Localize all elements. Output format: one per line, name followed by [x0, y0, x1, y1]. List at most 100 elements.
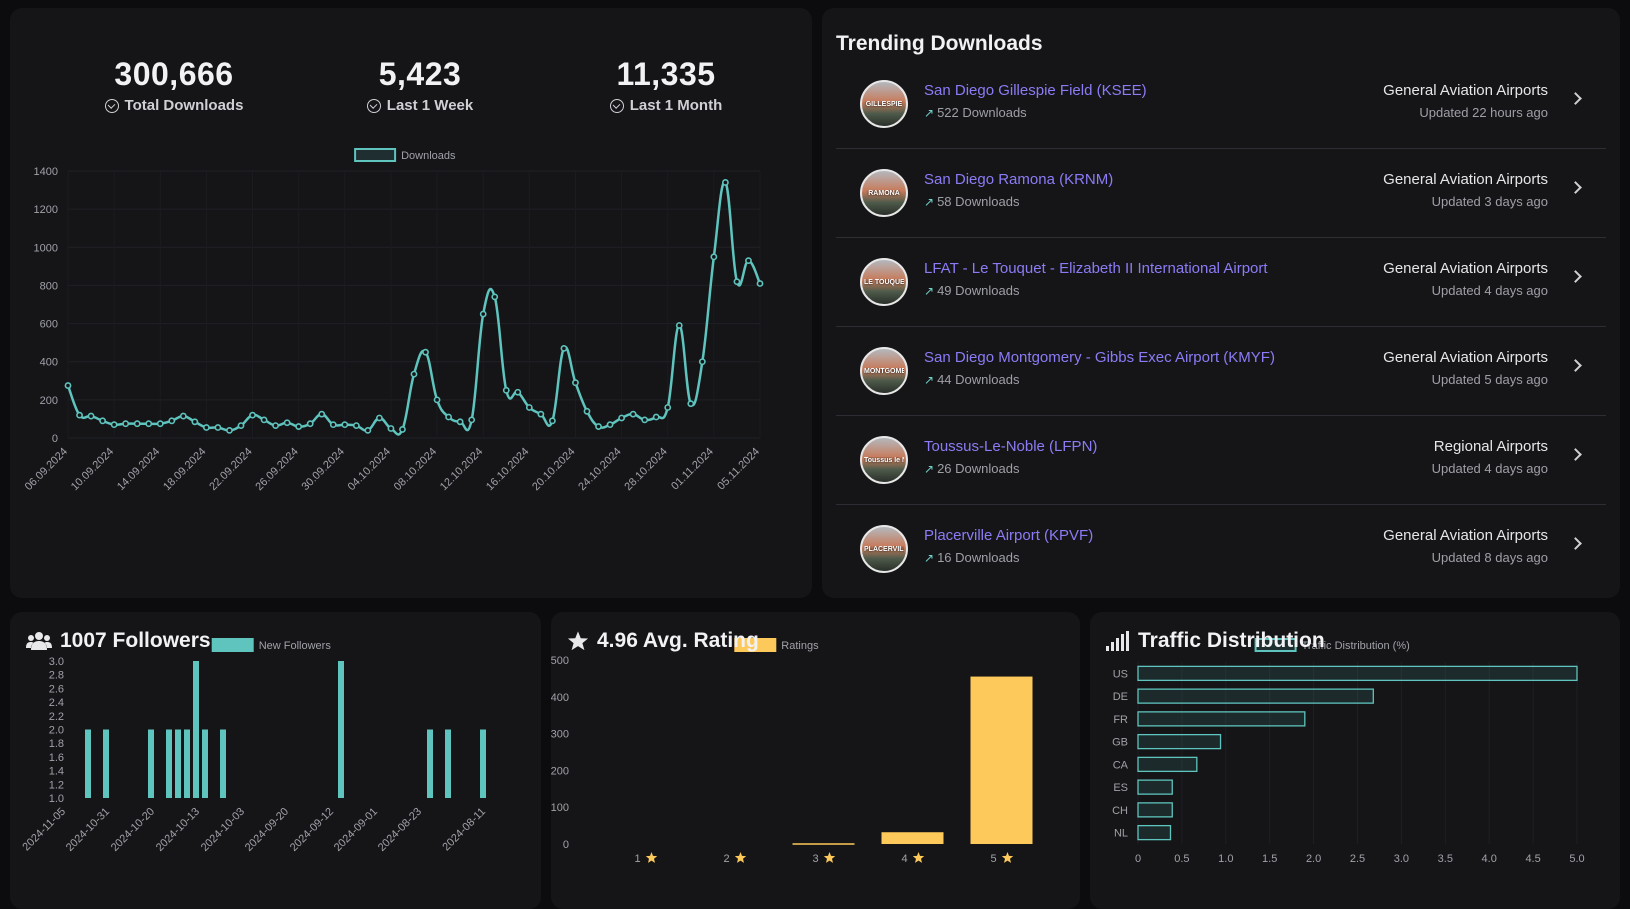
chevron-right-icon[interactable]: [1569, 270, 1582, 283]
trending-item[interactable]: Toussus le Noble Toussus-Le-Noble (LFPN) ↗…: [836, 416, 1606, 505]
x-tick-label: 10.09.2024: [69, 446, 116, 493]
chevron-right-icon[interactable]: [1569, 537, 1582, 550]
x-tick-label: 3: [812, 853, 818, 865]
rating-title-text: 4.96 Avg. Rating: [597, 629, 759, 653]
trending-item[interactable]: RAMONA San Diego Ramona (KRNM) ↗ 58 Downloa…: [836, 149, 1606, 238]
stat-last-week: 5,423 Last 1 Week: [310, 56, 530, 114]
airport-name-link[interactable]: Toussus-Le-Noble (LFPN): [924, 438, 1097, 455]
trending-item[interactable]: MONTGOMERY San Diego Montgomery - Gibbs E…: [836, 327, 1606, 416]
y-tick-label: GB: [1112, 737, 1128, 749]
download-count-text: 58 Downloads: [937, 194, 1019, 209]
star-icon: [646, 852, 657, 863]
data-point: [65, 383, 70, 388]
trending-item[interactable]: GILLESPIE San Diego Gillespie Field (KSEE…: [836, 60, 1606, 149]
airport-name-link[interactable]: San Diego Gillespie Field (KSEE): [924, 82, 1147, 99]
x-tick-label: 2024-10-03: [199, 806, 247, 854]
followers-bar-chart[interactable]: New Followers 3.0 2.82.6 2.4 2.2 2.01.8 1.6 1.4…: [10, 612, 541, 909]
trending-up-icon: ↗: [924, 195, 934, 209]
follower-bar: [85, 730, 91, 799]
data-point: [665, 405, 670, 410]
data-point: [700, 359, 705, 364]
y-tick-label: 100: [551, 802, 569, 814]
downloads-card: 300,666 Total Downloads 5,423 Last 1 Wee…: [10, 8, 812, 598]
data-point: [446, 414, 451, 419]
followers-title: 1007 Followers: [26, 629, 211, 653]
chevron-right-icon[interactable]: [1569, 92, 1582, 105]
x-tick-label: 0.5: [1174, 853, 1189, 865]
thumbnail-sign: GILLESPIE: [864, 101, 904, 108]
trending-up-icon: ↗: [924, 106, 934, 120]
data-point: [469, 417, 474, 422]
data-point: [365, 428, 370, 433]
data-point: [342, 422, 347, 427]
y-tick-label: 0: [563, 839, 569, 851]
signal-bars-icon: [1106, 631, 1130, 651]
y-tick-label: ES: [1113, 782, 1128, 794]
thumbnail-sign: Toussus le Noble: [864, 457, 904, 464]
follower-bar: [202, 730, 208, 799]
traffic-bar-chart[interactable]: Traffic Distribution (%) 0 0.5 1.0 1.5 2.0 2.5…: [1090, 612, 1620, 909]
traffic-bar: [1138, 666, 1577, 680]
x-tick-label: 0: [1135, 853, 1141, 865]
chevron-right-icon[interactable]: [1569, 359, 1582, 372]
airport-name-link[interactable]: Placerville Airport (KPVF): [924, 527, 1093, 544]
data-point: [734, 279, 739, 284]
updated-time: Updated 4 days ago: [1432, 461, 1548, 476]
follower-bar: [480, 730, 486, 799]
stat-total-downloads: 300,666 Total Downloads: [64, 56, 284, 114]
data-point: [711, 254, 716, 259]
data-point: [308, 421, 313, 426]
data-point: [273, 423, 278, 428]
x-tick-label: 28.10.2024: [622, 446, 669, 493]
y-tick-label: 500: [551, 655, 569, 667]
data-point: [584, 409, 589, 414]
airport-thumbnail: PLACERVILLE: [860, 525, 908, 573]
x-tick-label: 2.5: [1350, 853, 1365, 865]
data-point: [261, 417, 266, 422]
data-point: [354, 423, 359, 428]
ratings-bar-chart[interactable]: Ratings 500 400 300 200 100 0 1 2 3 4 5: [551, 612, 1080, 909]
data-point: [631, 412, 636, 417]
airport-thumbnail: GILLESPIE: [860, 80, 908, 128]
follower-bar: [148, 730, 154, 799]
stat-value: 300,666: [64, 56, 284, 93]
airport-name-link[interactable]: LFAT - Le Touquet - Elizabeth II Interna…: [924, 260, 1268, 277]
x-tick-label: 2024-10-13: [154, 806, 202, 854]
y-tick-label: 3.0: [49, 656, 64, 668]
y-tick-label: 2.2: [49, 711, 64, 723]
airport-category: General Aviation Airports: [1383, 349, 1548, 366]
airport-category: Regional Airports: [1434, 438, 1548, 455]
chevron-right-icon[interactable]: [1569, 181, 1582, 194]
x-tick-label: 2024-11-05: [20, 806, 68, 854]
data-point: [319, 412, 324, 417]
x-tick-label: 04.10.2024: [346, 446, 393, 493]
airport-name-link[interactable]: San Diego Ramona (KRNM): [924, 171, 1113, 188]
updated-time: Updated 22 hours ago: [1419, 105, 1548, 120]
rating-title: 4.96 Avg. Rating: [567, 629, 759, 653]
trending-item[interactable]: PLACERVILLE Placerville Airport (KPVF) ↗16…: [836, 505, 1606, 594]
data-point: [596, 424, 601, 429]
trending-item[interactable]: LE TOUQUET LFAT - Le Touquet - Elizabeth …: [836, 238, 1606, 327]
rating-card: 4.96 Avg. Rating Ratings 500 400 300 200 100 0…: [551, 612, 1080, 909]
updated-time: Updated 5 days ago: [1432, 372, 1548, 387]
download-count: ↗ 44 Downloads: [924, 372, 1019, 387]
legend-label: Ratings: [781, 640, 819, 652]
star-icon: [824, 852, 835, 863]
x-tick-label: 08.10.2024: [392, 446, 439, 493]
y-tick-label: DE: [1113, 691, 1128, 703]
trending-up-icon: ↗: [924, 373, 934, 387]
x-tick-label: 05.11.2024: [715, 446, 762, 493]
data-point: [400, 427, 405, 432]
star-icon: [735, 852, 746, 863]
data-point: [388, 426, 393, 431]
x-tick-label: 2024-10-31: [64, 806, 112, 854]
chevron-right-icon[interactable]: [1569, 448, 1582, 461]
data-point: [757, 281, 762, 286]
updated-time: Updated 8 days ago: [1432, 550, 1548, 565]
x-tick-label: 12.10.2024: [438, 446, 485, 493]
y-tick-label: CA: [1113, 759, 1129, 771]
airport-name-link[interactable]: San Diego Montgomery - Gibbs Exec Airpor…: [924, 349, 1275, 366]
y-tick-label: 2.0: [49, 725, 64, 737]
y-tick-label: 1.6: [49, 752, 64, 764]
follower-bar: [338, 661, 344, 798]
